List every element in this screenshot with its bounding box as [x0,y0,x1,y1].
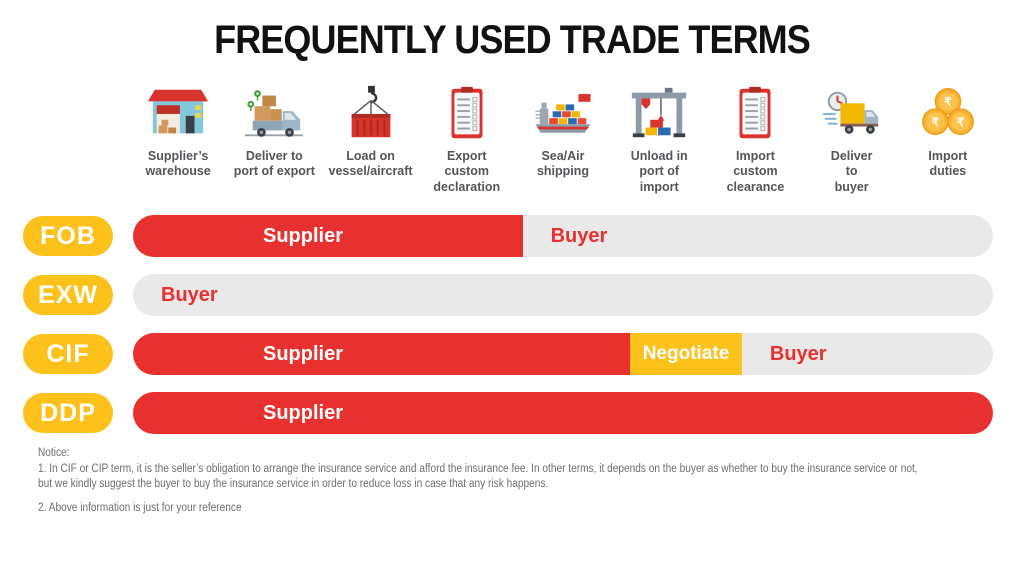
delivery-truck-icon [821,76,883,142]
responsibility-bar-ddp: Supplier [133,392,993,434]
cargo-ship-icon [532,76,594,142]
import-clearance-clipboard-icon [724,76,786,142]
stage-label: Deliver to buyer [830,149,873,194]
segment-label: Buyer [550,224,608,247]
export-truck-icon [243,76,305,142]
negotiate-segment: Negotiate [630,333,742,375]
segment-label: Buyer [769,342,827,365]
stage-1: Supplier’s warehouse [130,76,226,195]
page-title: FREQUENTLY USED TRADE TERMS [214,18,811,62]
segment-label: Negotiate [642,343,730,364]
stage-label: Unload in port of import [630,149,688,194]
stage-7: Import custom clearance [707,76,803,195]
term-row-exw: EXW Buyer [0,274,1024,316]
buyer-segment: Buyer [133,274,993,316]
stage-5: Sea/Air shipping [515,76,611,195]
stage-6: Unload in port of import [611,76,707,195]
stage-label: Sea/Air shipping [536,149,590,179]
stage-label: Deliver to port of export [233,149,315,179]
supplier-segment: Supplier [133,392,993,434]
gantry-crane-icon [628,76,690,142]
stage-label: Import duties [928,149,968,179]
term-pill-cif: CIF [23,334,113,374]
import-duties-coins-icon: ₹ ₹ ₹ [917,76,979,142]
responsibility-bar-exw: Buyer [133,274,993,316]
buyer-segment: Buyer [741,333,993,375]
notice: Notice: 1. In CIF or CIP term, it is the… [38,446,1015,516]
trade-term-bars: FOB Supplier Buyer EXW Buyer CIF Supplier Negot… [0,215,1024,434]
notice-line-3: 2. Above information is just for your re… [38,502,242,514]
segment-label: Supplier [263,401,344,424]
container-hook-icon [340,76,402,142]
stage-label: Import custom clearance [726,149,785,194]
buyer-segment: Buyer [522,215,993,257]
stage-label: Load on vessel/aircraft [328,149,413,179]
segment-label: Supplier [263,342,344,365]
svg-text:₹: ₹ [932,116,940,129]
term-row-cif: CIF Supplier Negotiate Buyer [0,333,1024,375]
svg-text:₹: ₹ [944,96,952,109]
stage-9: ₹ ₹ ₹ Import duties [900,76,996,195]
notice-line-1: 1. In CIF or CIP term, it is the seller’… [38,463,918,475]
term-row-ddp: DDP Supplier [0,392,1024,434]
export-declaration-clipboard-icon [436,76,498,142]
supplier-segment: Supplier [133,215,523,257]
stage-4: Export custom declaration [419,76,515,195]
responsibility-bar-fob: Supplier Buyer [133,215,993,257]
segment-label: Supplier [263,224,344,247]
shipping-stages-row: Supplier’s warehouse Deliver to port of e… [130,76,996,195]
stage-2: Deliver to port of export [226,76,322,195]
term-pill-ddp: DDP [23,393,113,433]
stage-3: Load on vessel/aircraft [322,76,418,195]
stage-8: Deliver to buyer [804,76,900,195]
notice-heading: Notice: [38,447,70,459]
warehouse-icon [147,76,209,142]
term-row-fob: FOB Supplier Buyer [0,215,1024,257]
notice-line-2: but we kindly suggest the buyer to buy t… [38,478,549,490]
stage-label: Export custom declaration [433,149,501,194]
term-pill-exw: EXW [23,275,113,315]
responsibility-bar-cif: Supplier Negotiate Buyer [133,333,993,375]
segment-label: Buyer [161,283,218,306]
svg-text:₹: ₹ [957,116,965,129]
stage-label: Supplier’s warehouse [145,149,211,179]
term-pill-fob: FOB [23,216,113,256]
supplier-segment: Supplier [133,333,631,375]
